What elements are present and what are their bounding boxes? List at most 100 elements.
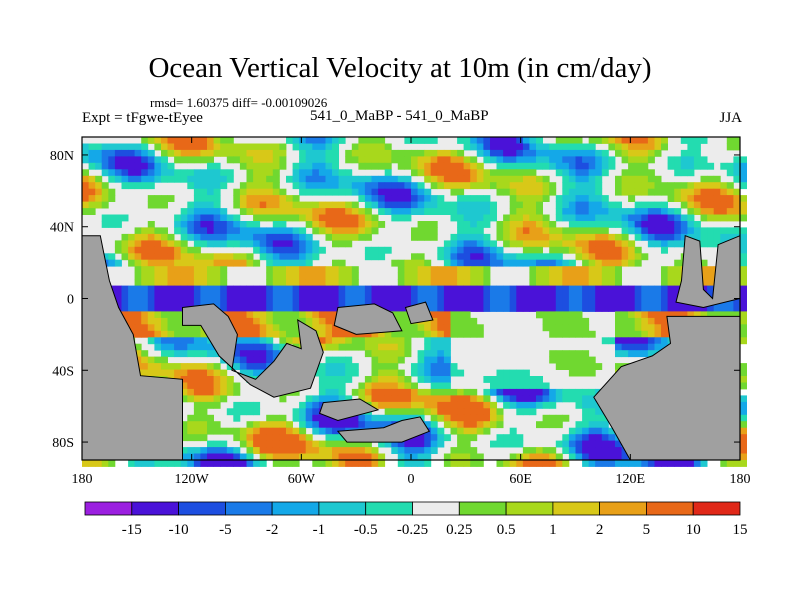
field-cell: [174, 311, 182, 319]
field-cell: [437, 149, 445, 157]
field-cell: [154, 272, 162, 280]
field-cell: [562, 350, 570, 358]
field-cell: [450, 453, 458, 461]
field-cell: [312, 143, 320, 151]
field-cell: [661, 240, 668, 248]
field-cell: [220, 259, 228, 267]
field-cell: [318, 363, 326, 370]
field-cell: [476, 246, 484, 254]
field-cell: [647, 337, 655, 345]
land-island-east: [404, 301, 434, 325]
field-cell: [180, 143, 188, 151]
field-cell: [213, 266, 221, 274]
field-cell: [417, 182, 425, 190]
field-cell: [588, 285, 596, 293]
field-cell: [358, 214, 366, 222]
field-cell: [128, 285, 136, 293]
field-cell: [305, 214, 313, 222]
field-cell: [239, 363, 247, 370]
field-cell: [292, 253, 300, 261]
field-cell: [200, 382, 208, 390]
field-cell: [470, 421, 478, 429]
field-cell: [615, 149, 622, 157]
field-cell: [233, 259, 241, 267]
field-cell: [253, 182, 261, 190]
field-cell: [121, 292, 129, 299]
field-cell: [200, 272, 208, 280]
field-cell: [641, 298, 649, 306]
field-cell: [299, 162, 307, 170]
field-cell: [634, 460, 642, 467]
field-cell: [233, 453, 241, 461]
field-cell: [332, 453, 339, 461]
field-cell: [332, 395, 339, 403]
field-cell: [174, 298, 182, 306]
field-cell: [364, 337, 372, 345]
field-cell: [601, 253, 609, 261]
field-cell: [740, 376, 747, 383]
field-cell: [292, 447, 300, 454]
field-cell: [555, 169, 563, 177]
field-cell: [483, 143, 491, 151]
field-cell: [661, 201, 668, 209]
field-cell: [437, 427, 445, 435]
field-cell: [207, 272, 214, 280]
field-cell: [555, 330, 563, 338]
field-cell: [259, 253, 267, 261]
field-cell: [121, 233, 129, 241]
field-cell: [239, 350, 247, 358]
field-cell: [404, 292, 412, 299]
field-cell: [562, 460, 570, 467]
field-cell: [529, 447, 537, 454]
field-cell: [542, 447, 550, 454]
field-cell: [161, 363, 168, 370]
field-cell: [114, 259, 122, 267]
field-cell: [726, 162, 734, 170]
field-cell: [674, 214, 682, 222]
field-cell: [161, 143, 168, 151]
field-cell: [253, 369, 261, 377]
field-cell: [397, 292, 405, 299]
field-cell: [680, 137, 688, 144]
colorbar-swatch: [271, 501, 320, 516]
field-cell: [509, 427, 517, 435]
field-cell: [720, 188, 728, 196]
field-cell: [114, 240, 122, 248]
field-cell: [404, 298, 412, 306]
field-cell: [411, 395, 418, 403]
field-cell: [522, 169, 530, 177]
field-cell: [358, 460, 366, 467]
field-cell: [542, 421, 550, 429]
field-cell: [200, 369, 208, 377]
field-cell: [299, 285, 307, 293]
field-cell: [220, 227, 228, 235]
field-cell: [496, 137, 504, 144]
field-cell: [740, 279, 747, 286]
field-cell: [693, 221, 701, 228]
field-cell: [667, 298, 675, 306]
field-cell: [279, 266, 287, 274]
field-cell: [575, 201, 583, 209]
field-cell: [325, 169, 333, 177]
field-cell: [193, 182, 201, 190]
field-cell: [667, 305, 675, 312]
field-cell: [424, 421, 432, 429]
field-cell: [601, 292, 609, 299]
field-cell: [516, 395, 524, 403]
field-cell: [740, 421, 747, 429]
field-cell: [292, 227, 300, 235]
field-cell: [654, 137, 662, 144]
field-cell: [443, 305, 451, 312]
field-cell: [575, 253, 583, 261]
field-cell: [134, 298, 142, 306]
field-cell: [667, 240, 675, 248]
field-cell: [134, 246, 142, 254]
field-cell: [325, 311, 333, 319]
field-cell: [470, 162, 478, 170]
field-cell: [180, 149, 188, 157]
field-cell: [266, 143, 274, 151]
field-cell: [661, 317, 668, 325]
field-cell: [358, 337, 366, 345]
field-cell: [332, 233, 339, 241]
field-cell: [733, 137, 741, 144]
